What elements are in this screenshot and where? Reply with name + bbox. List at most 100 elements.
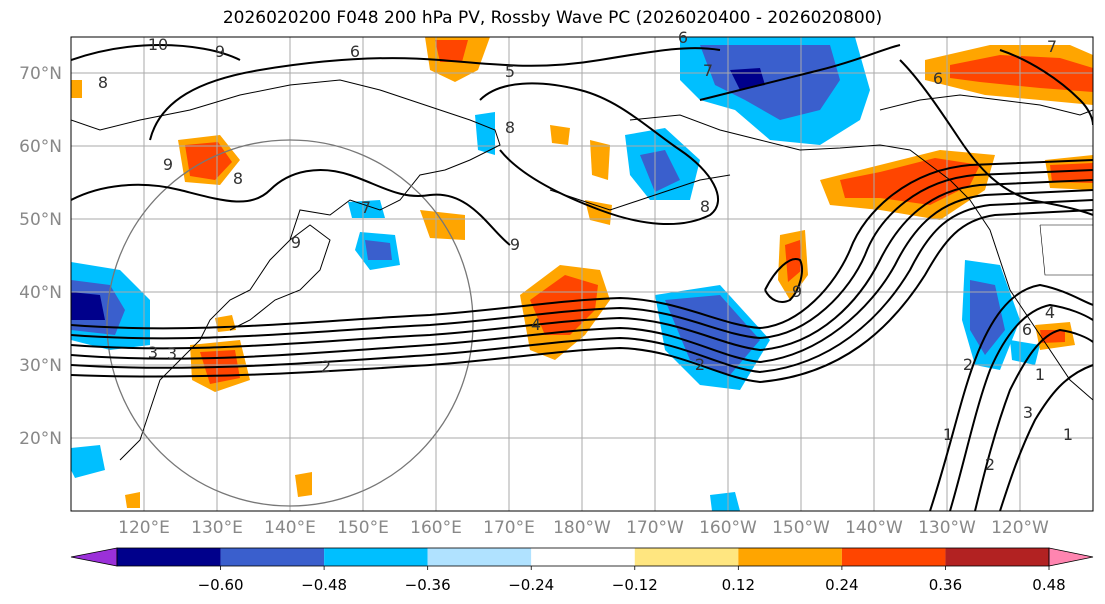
contour-label: 2: [695, 355, 705, 374]
colorbar-outline: [116, 547, 1050, 567]
longitude-label: 120°E: [118, 518, 170, 538]
contour-label: 6: [1022, 320, 1032, 339]
longitude-label: 130°W: [918, 518, 976, 538]
colorbar-segment: [324, 548, 428, 566]
contour-label: 9: [510, 235, 520, 254]
contour-label: 2: [963, 355, 973, 374]
contour-line: [71, 209, 1093, 384]
anomaly-blob-positive: [550, 125, 570, 145]
colorbar-segment: [220, 548, 325, 566]
longitude-label: 170°W: [626, 518, 684, 538]
colorbar-segment: [531, 548, 635, 566]
colorbar-label: −0.24: [508, 576, 554, 594]
colorbar-label: 0.36: [929, 576, 962, 594]
contour-label: 4: [531, 315, 541, 334]
contour-line: [71, 199, 1093, 374]
longitude-label: 180°W: [553, 518, 611, 538]
colorbar-segment: [634, 548, 739, 566]
borders: [1039, 224, 1093, 276]
contour-line: [974, 328, 1093, 511]
colorbar: −0.60 −0.48 −0.36 −0.24 −0.12 0.12 0.24 0.36 0.4…: [70, 547, 1094, 594]
contour-line: [71, 189, 1093, 364]
contour-label: 1: [1035, 365, 1045, 384]
contour-line: [999, 49, 1093, 126]
anomaly-blob-positive-strong: [435, 40, 468, 62]
anomaly-blob-negative-strong: [640, 150, 680, 192]
anomaly-blob-positive: [295, 472, 312, 497]
contour-line: [699, 44, 901, 101]
map-content: [71, 37, 1093, 511]
contour-label: 8: [505, 118, 515, 137]
coastline-aleutians: [549, 174, 731, 211]
contour-label: 6: [933, 69, 943, 88]
contour-label: 7: [1047, 37, 1057, 56]
longitude-label: 140°E: [264, 518, 316, 538]
anomaly-blob-positive-strong: [1050, 163, 1093, 183]
contour-line: [764, 258, 803, 303]
contour-line: [899, 59, 1093, 216]
longitude-label: 170°E: [483, 518, 535, 538]
contour-label: 9: [291, 233, 301, 252]
contour-label: 7: [703, 61, 713, 80]
contour-label: 5: [505, 62, 515, 81]
coastlines: [71, 79, 1093, 461]
coastline-japan: [229, 224, 331, 331]
anomaly-blob-positive: [590, 140, 610, 180]
latitude-label: 70°N: [19, 64, 62, 84]
coastline-north-america: [969, 199, 1093, 401]
colorbar-label: −0.12: [612, 576, 658, 594]
contour-label: 1: [1063, 425, 1073, 444]
contour-label: 3: [1023, 403, 1033, 422]
contour-line: [71, 43, 241, 61]
anomaly-blob-positive: [71, 80, 82, 98]
anomaly-blob-negative-max: [71, 292, 105, 320]
anomaly-blob-negative: [71, 445, 105, 478]
anomaly-blob-negative-strong: [665, 295, 760, 375]
anomaly-blob-positive-strong: [1040, 330, 1065, 343]
contour-label: 9: [792, 282, 802, 301]
colorbar-segment: [945, 548, 1049, 566]
contour-line: [149, 47, 721, 141]
chart-title: 2026020200 F048 200 hPa PV, Rossby Wave …: [222, 8, 883, 28]
longitude-label: 140°W: [845, 518, 903, 538]
anomaly-blob-positive-strong: [185, 142, 232, 180]
colorbar-label: −0.36: [405, 576, 451, 594]
contour-label: 8: [233, 169, 243, 188]
anomaly-blob-negative-strong: [970, 280, 1005, 355]
anomaly-blob-negative: [475, 112, 495, 155]
longitude-label: 160°E: [410, 518, 462, 538]
colorbar-segment: [841, 548, 946, 566]
coastline-asia: [71, 79, 501, 461]
anomaly-blob-negative: [348, 200, 385, 218]
anomaly-blob-negative: [1010, 340, 1040, 365]
contour-label: 9: [215, 42, 225, 61]
longitude-label: 130°E: [191, 518, 243, 538]
anomaly-blob-positive: [420, 210, 465, 240]
region-circle: [106, 139, 474, 507]
colorbar-extend-high: [1048, 547, 1094, 567]
contour-line: [949, 303, 1093, 511]
longitude-label: 150°E: [337, 518, 389, 538]
longitude-label: 120°W: [991, 518, 1049, 538]
contour-label: 8: [700, 197, 710, 216]
coastline-arctic: [879, 94, 1093, 116]
longitude-label: 160°W: [699, 518, 757, 538]
longitude-labels: 120°E 130°E 140°E 150°E 160°E 170°E 180°W 170°W…: [118, 518, 1049, 538]
contour-line: [71, 179, 1093, 352]
latitude-label: 40°N: [19, 283, 62, 303]
colorbar-label: 0.24: [825, 576, 858, 594]
contour-label: 2: [321, 357, 331, 376]
border-line: [1039, 224, 1093, 276]
contour-line: [71, 169, 511, 246]
contour-line: [999, 364, 1093, 511]
colorbar-label: −0.60: [198, 576, 244, 594]
anomaly-blob-positive-strong: [785, 240, 802, 282]
colorbar-segment: [738, 548, 842, 566]
contour-line: [71, 159, 1093, 330]
contour-line: [479, 82, 720, 225]
contour-line: [929, 283, 1093, 511]
contour-label: 3: [167, 344, 177, 363]
contour-label: 3: [148, 343, 158, 362]
